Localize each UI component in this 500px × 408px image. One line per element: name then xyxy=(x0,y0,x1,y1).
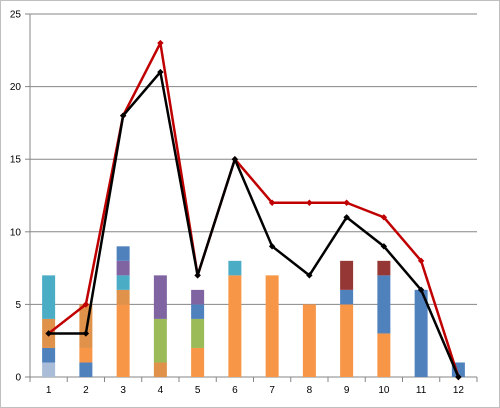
x-tick-label-6: 6 xyxy=(232,385,238,396)
bar-segment-cat5-s2 xyxy=(191,347,205,377)
x-tick-label-7: 7 xyxy=(269,385,275,396)
line-series-0-point-4 xyxy=(157,39,164,47)
bar-segment-cat10-s2 xyxy=(377,333,391,377)
bar-segment-cat3-s2 xyxy=(116,304,130,377)
line-series-1-point-10 xyxy=(380,243,388,250)
line-series-1 xyxy=(48,70,460,378)
y-tick-label-20: 20 xyxy=(10,82,22,93)
bar-segment-cat7-s2 xyxy=(265,275,279,377)
line-series xyxy=(45,39,462,381)
bar-segment-cat2-s1 xyxy=(79,362,93,377)
line-series-1-point-5 xyxy=(194,272,201,279)
bar-segment-cat1-s1 xyxy=(42,347,56,363)
x-tick-label-11: 11 xyxy=(416,385,427,396)
x-tick-label-12: 12 xyxy=(453,385,465,396)
line-series-1-point-12 xyxy=(455,373,462,381)
bar-segment-cat1-s0 xyxy=(42,362,56,377)
bar-segment-cat5-s8 xyxy=(191,289,205,305)
bar-segment-cat5-s5 xyxy=(191,318,205,348)
x-tick-label-10: 10 xyxy=(378,385,390,396)
bar-segment-cat3-s9 xyxy=(116,246,130,261)
bar-segment-cat1-s6 xyxy=(42,275,56,319)
bar-segment-cat9-s10 xyxy=(340,260,354,290)
line-series-1-point-8 xyxy=(306,272,313,279)
stacked-bars xyxy=(42,246,465,377)
bar-segment-cat10-s10 xyxy=(377,260,391,276)
line-series-0 xyxy=(47,41,460,378)
x-tick-label-5: 5 xyxy=(195,385,201,396)
bar-segment-cat8-s2 xyxy=(302,304,316,377)
x-tick-label-3: 3 xyxy=(120,385,126,396)
line-series-1-point-11 xyxy=(417,286,425,294)
y-tick-label-5: 5 xyxy=(15,300,21,311)
x-tick-label-8: 8 xyxy=(307,385,313,396)
y-tick-label-10: 10 xyxy=(10,227,22,238)
x-tick-label-2: 2 xyxy=(83,385,89,396)
x-tick-label-4: 4 xyxy=(158,385,164,396)
line-series-0-point-11 xyxy=(417,257,425,265)
x-tick-label-1: 1 xyxy=(46,385,52,396)
line-series-0-point-10 xyxy=(380,214,388,221)
bar-segment-cat3-s8 xyxy=(116,260,130,276)
bar-segment-cat4-s4 xyxy=(153,362,167,377)
x-tick-label-9: 9 xyxy=(344,385,350,396)
bar-segment-cat9-s3 xyxy=(340,289,354,305)
y-tick-label-25: 25 xyxy=(10,10,22,21)
line-series-1-point-6 xyxy=(231,156,239,163)
bar-segment-cat3-s6 xyxy=(116,275,130,290)
bar-segment-cat6-s6 xyxy=(228,260,242,276)
line-series-1-point-3 xyxy=(119,112,127,119)
line-series-1-point-1 xyxy=(45,330,52,337)
y-tick-label-0: 0 xyxy=(15,373,21,384)
bar-segment-cat9-s2 xyxy=(340,304,354,377)
bar-segment-cat4-s8 xyxy=(153,275,167,319)
line-series-1-point-7 xyxy=(268,243,276,250)
bar-segment-cat10-s3 xyxy=(377,275,391,334)
line-series-0-point-8 xyxy=(306,199,313,206)
bar-segment-cat3-s4 xyxy=(116,289,130,305)
bar-segment-cat4-s5 xyxy=(153,318,167,363)
line-series-0-point-7 xyxy=(268,199,276,206)
bar-segment-cat5-s7 xyxy=(191,304,205,319)
y-tick-label-15: 15 xyxy=(10,155,22,166)
bar-segment-cat2-s2 xyxy=(79,347,93,363)
line-series-0-point-2 xyxy=(82,301,90,308)
bar-segment-cat6-s2 xyxy=(228,275,242,377)
line-series-0-point-9 xyxy=(343,199,350,206)
axes xyxy=(25,13,478,382)
line-series-1-point-2 xyxy=(82,330,90,337)
line-series-1-point-9 xyxy=(343,214,350,221)
line-series-1-point-4 xyxy=(157,68,164,76)
bar-segment-cat11-s1 xyxy=(414,289,428,377)
